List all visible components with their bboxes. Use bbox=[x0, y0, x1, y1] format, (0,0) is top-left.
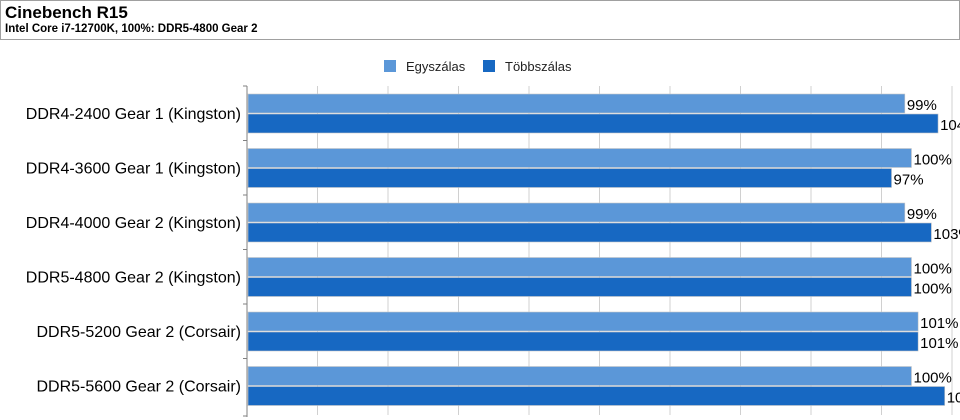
bar-multi bbox=[247, 277, 912, 297]
data-label-single: 101% bbox=[920, 315, 958, 332]
bar-single bbox=[247, 257, 912, 277]
bar-single bbox=[247, 148, 912, 168]
bar-multi bbox=[247, 168, 892, 188]
bar-multi bbox=[247, 331, 919, 352]
category-label: DDR5-4800 Gear 2 (Kingston) bbox=[26, 270, 241, 287]
data-label-single: 100% bbox=[913, 152, 951, 169]
data-label-multi: 100% bbox=[913, 281, 951, 298]
data-label-multi: 101% bbox=[920, 335, 958, 352]
bar-multi bbox=[247, 222, 932, 243]
legend-swatch-single bbox=[384, 60, 396, 72]
bar-single bbox=[247, 202, 906, 223]
data-label-single: 99% bbox=[907, 97, 937, 114]
category-label: DDR5-5600 Gear 2 (Corsair) bbox=[36, 379, 241, 396]
category-label: DDR4-4000 Gear 2 (Kingston) bbox=[26, 215, 241, 232]
data-label-single: 100% bbox=[913, 370, 951, 387]
chart-legend: Egyszálas Többszálas bbox=[0, 57, 960, 75]
data-label-multi: 104% bbox=[940, 117, 960, 134]
legend-item-single: Egyszálas bbox=[384, 57, 465, 75]
data-label-single: 99% bbox=[907, 206, 937, 223]
category-label: DDR4-3600 Gear 1 (Kingston) bbox=[26, 161, 241, 178]
legend-label-single: Egyszálas bbox=[406, 58, 466, 74]
data-label-single: 100% bbox=[913, 261, 951, 278]
bar-single bbox=[247, 366, 912, 386]
bar-multi bbox=[247, 386, 946, 406]
category-label: DDR4-2400 Gear 1 (Kingston) bbox=[26, 106, 241, 123]
bar-multi bbox=[247, 113, 939, 134]
bar-single bbox=[247, 93, 906, 114]
chart-header: Cinebench R15 Intel Core i7-12700K, 100%… bbox=[0, 0, 960, 40]
legend-label-multi: Többszálas bbox=[505, 58, 572, 74]
data-label-multi: 103% bbox=[933, 226, 960, 243]
legend-item-multi: Többszálas bbox=[483, 57, 571, 75]
chart-title: Cinebench R15 bbox=[5, 3, 128, 22]
bar-single bbox=[247, 311, 919, 332]
legend-swatch-multi bbox=[483, 60, 495, 72]
data-label-multi: 105% bbox=[947, 390, 960, 407]
category-label: DDR5-5200 Gear 2 (Corsair) bbox=[36, 324, 241, 341]
chart-subtitle: Intel Core i7-12700K, 100%: DDR5-4800 Ge… bbox=[5, 23, 258, 35]
data-label-multi: 97% bbox=[894, 172, 924, 189]
